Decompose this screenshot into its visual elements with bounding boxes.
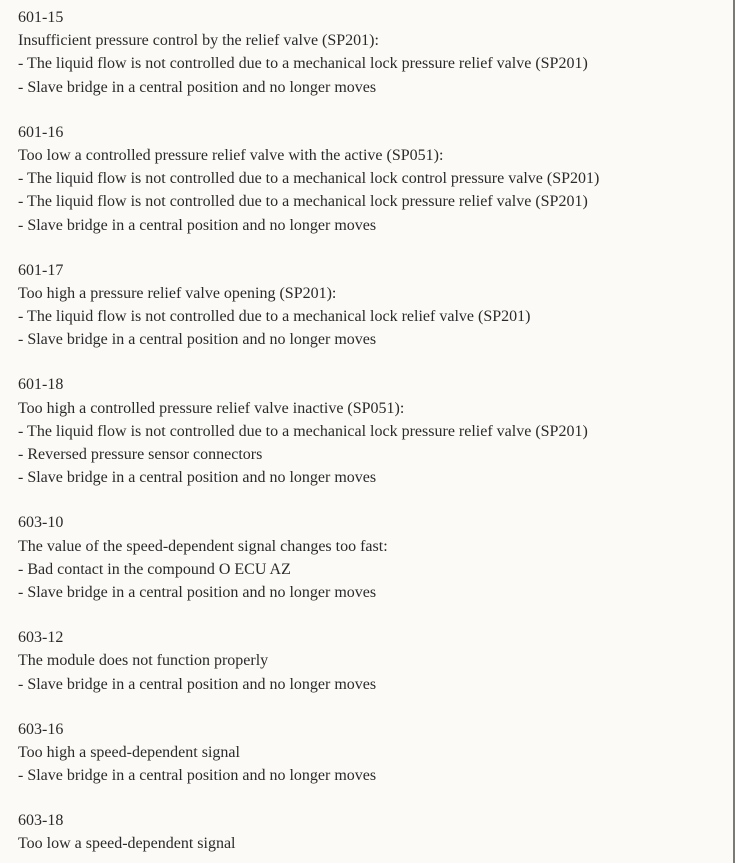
fault-title: Too high a controlled pressure relief va… xyxy=(18,397,715,420)
fault-bullet: - Slave bridge in a central position and… xyxy=(18,673,715,696)
fault-bullet: - Slave bridge in a central position and… xyxy=(18,328,715,351)
fault-code: 601-17 xyxy=(18,259,715,282)
fault-bullet: - Slave bridge in a central position and… xyxy=(18,466,715,489)
fault-bullets: - The liquid flow is not controlled due … xyxy=(18,52,715,98)
fault-bullet: - Slave bridge in a central position and… xyxy=(18,214,715,237)
fault-code: 603-12 xyxy=(18,626,715,649)
fault-bullets: - Bad contact in the compound O ECU AZ- … xyxy=(18,558,715,604)
fault-entry: 603-16Too high a speed-dependent signal-… xyxy=(18,718,715,788)
fault-title: Too low a speed-dependent signal xyxy=(18,832,715,855)
fault-entry: 603-18Too low a speed-dependent signal xyxy=(18,809,715,855)
fault-bullet: - The liquid flow is not controlled due … xyxy=(18,420,715,443)
fault-title: The value of the speed-dependent signal … xyxy=(18,535,715,558)
fault-title: Too high a speed-dependent signal xyxy=(18,741,715,764)
fault-code: 603-18 xyxy=(18,809,715,832)
fault-title: Insufficient pressure control by the rel… xyxy=(18,29,715,52)
fault-bullet: - Bad contact in the compound O ECU AZ xyxy=(18,558,715,581)
fault-bullets: - Slave bridge in a central position and… xyxy=(18,673,715,696)
fault-code: 603-10 xyxy=(18,511,715,534)
fault-bullet: - The liquid flow is not controlled due … xyxy=(18,305,715,328)
fault-title: Too high a pressure relief valve opening… xyxy=(18,282,715,305)
document-page: 601-15Insufficient pressure control by t… xyxy=(0,0,735,863)
fault-entry: 601-17Too high a pressure relief valve o… xyxy=(18,259,715,352)
fault-bullet: - Slave bridge in a central position and… xyxy=(18,764,715,787)
fault-title: The module does not function properly xyxy=(18,649,715,672)
fault-entry: 603-12The module does not function prope… xyxy=(18,626,715,696)
fault-code: 601-15 xyxy=(18,6,715,29)
fault-entry: 601-15Insufficient pressure control by t… xyxy=(18,6,715,99)
fault-entry: 601-18Too high a controlled pressure rel… xyxy=(18,373,715,489)
fault-bullet: - Slave bridge in a central position and… xyxy=(18,581,715,604)
fault-bullets: - The liquid flow is not controlled due … xyxy=(18,420,715,490)
fault-entry: 601-16Too low a controlled pressure reli… xyxy=(18,121,715,237)
fault-bullet: - Slave bridge in a central position and… xyxy=(18,76,715,99)
fault-bullets: - The liquid flow is not controlled due … xyxy=(18,167,715,237)
fault-bullet: - The liquid flow is not controlled due … xyxy=(18,190,715,213)
fault-bullets: - Slave bridge in a central position and… xyxy=(18,764,715,787)
fault-bullet: - Reversed pressure sensor connectors xyxy=(18,443,715,466)
fault-code: 601-16 xyxy=(18,121,715,144)
fault-bullets: - The liquid flow is not controlled due … xyxy=(18,305,715,351)
fault-code: 603-16 xyxy=(18,718,715,741)
fault-code: 601-18 xyxy=(18,373,715,396)
fault-bullet: - The liquid flow is not controlled due … xyxy=(18,52,715,75)
fault-entry: 603-10The value of the speed-dependent s… xyxy=(18,511,715,604)
fault-title: Too low a controlled pressure relief val… xyxy=(18,144,715,167)
fault-bullet: - The liquid flow is not controlled due … xyxy=(18,167,715,190)
